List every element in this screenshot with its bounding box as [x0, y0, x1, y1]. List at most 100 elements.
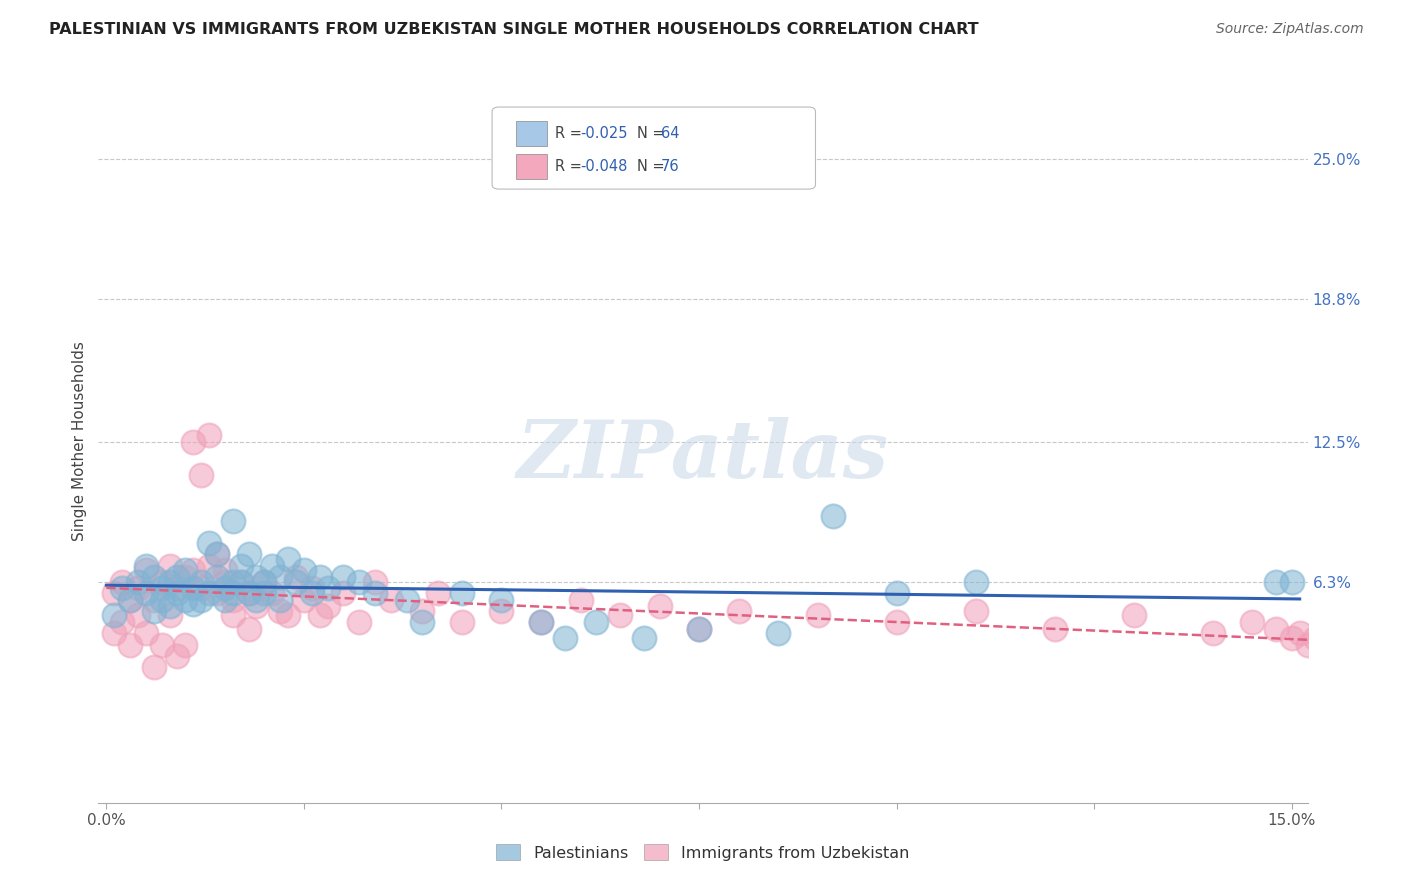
Point — [530, 615, 553, 630]
Point — [554, 631, 576, 645]
Point — [229, 574, 252, 589]
Point — [103, 586, 125, 600]
Point — [142, 570, 165, 584]
Point — [229, 558, 252, 573]
Point — [222, 514, 245, 528]
Point — [1344, 654, 1367, 668]
Point — [127, 574, 149, 589]
Point — [198, 427, 221, 442]
Point — [214, 574, 236, 589]
Point — [166, 648, 188, 663]
Point — [166, 586, 188, 600]
Point — [214, 563, 236, 577]
Point — [253, 586, 276, 600]
Point — [1336, 644, 1358, 658]
Point — [1265, 622, 1288, 636]
Point — [285, 570, 308, 584]
Point — [127, 582, 149, 596]
Point — [633, 631, 655, 645]
Point — [277, 552, 299, 566]
Point — [886, 586, 908, 600]
Point — [205, 548, 228, 562]
Point — [111, 582, 134, 596]
Point — [238, 586, 260, 600]
Point — [111, 574, 134, 589]
Point — [292, 592, 315, 607]
Point — [585, 615, 607, 630]
Point — [103, 608, 125, 623]
Point — [205, 586, 228, 600]
Point — [316, 599, 339, 614]
Point — [174, 638, 197, 652]
Point — [1320, 638, 1343, 652]
Point — [269, 592, 291, 607]
Point — [727, 604, 749, 618]
Point — [965, 604, 987, 618]
Point — [688, 622, 710, 636]
Point — [364, 586, 387, 600]
Point — [262, 558, 284, 573]
Point — [364, 574, 387, 589]
Point — [174, 563, 197, 577]
Point — [159, 599, 181, 614]
Point — [214, 582, 236, 596]
Point — [142, 604, 165, 618]
Point — [198, 586, 221, 600]
Point — [190, 582, 212, 596]
Point — [150, 574, 173, 589]
Point — [277, 608, 299, 623]
Text: 64: 64 — [661, 126, 679, 141]
Point — [214, 592, 236, 607]
Point — [262, 586, 284, 600]
Point — [1281, 574, 1303, 589]
Point — [965, 574, 987, 589]
Point — [451, 586, 474, 600]
Point — [135, 626, 157, 640]
Point — [166, 570, 188, 584]
Point — [823, 509, 845, 524]
Point — [118, 592, 141, 607]
Point — [1312, 644, 1334, 658]
Point — [766, 626, 789, 640]
Point — [198, 558, 221, 573]
Point — [491, 604, 513, 618]
Point — [1296, 638, 1319, 652]
Point — [1265, 574, 1288, 589]
Point — [301, 582, 323, 596]
Point — [316, 582, 339, 596]
Point — [222, 574, 245, 589]
Point — [103, 626, 125, 640]
Point — [253, 574, 276, 589]
Text: R =: R = — [555, 126, 586, 141]
Point — [301, 586, 323, 600]
Point — [205, 570, 228, 584]
Point — [118, 592, 141, 607]
Point — [190, 468, 212, 483]
Point — [190, 574, 212, 589]
Point — [135, 563, 157, 577]
Text: -0.048: -0.048 — [581, 159, 628, 174]
Point — [174, 592, 197, 607]
Point — [174, 570, 197, 584]
Point — [380, 592, 402, 607]
Point — [150, 592, 173, 607]
Point — [229, 574, 252, 589]
Point — [451, 615, 474, 630]
Point — [245, 599, 267, 614]
Point — [1043, 622, 1066, 636]
Point — [1281, 631, 1303, 645]
Point — [427, 586, 450, 600]
Point — [285, 574, 308, 589]
Point — [181, 582, 204, 596]
Point — [347, 574, 370, 589]
Point — [245, 592, 267, 607]
Point — [135, 586, 157, 600]
Point — [198, 536, 221, 550]
Point — [253, 574, 276, 589]
Point — [308, 608, 330, 623]
Point — [395, 592, 418, 607]
Point — [159, 558, 181, 573]
Point — [150, 638, 173, 652]
Point — [530, 615, 553, 630]
Point — [609, 608, 631, 623]
